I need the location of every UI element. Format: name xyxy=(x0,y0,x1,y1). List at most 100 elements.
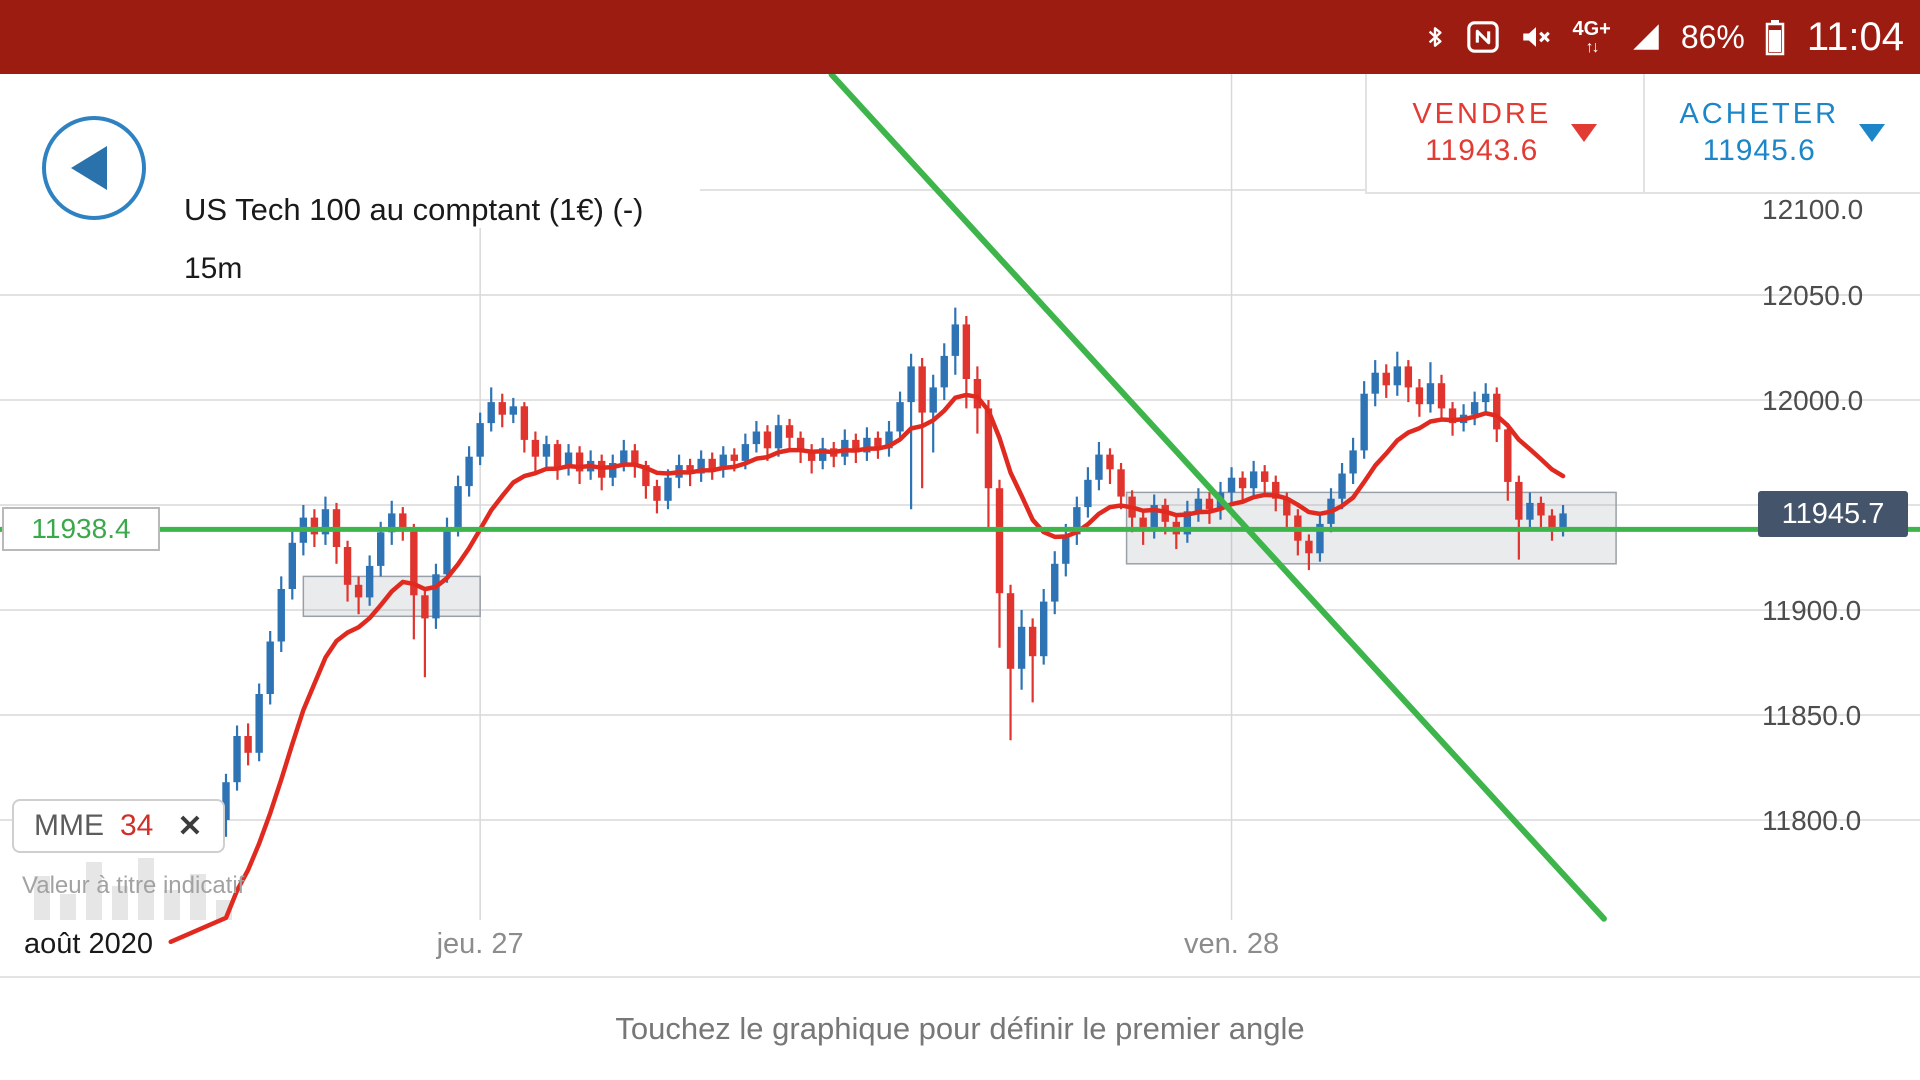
candle-body xyxy=(664,477,672,501)
candle-body xyxy=(1360,393,1368,451)
candle-body xyxy=(1117,469,1125,497)
candle-body xyxy=(1249,471,1258,489)
candle-body xyxy=(1437,383,1446,409)
battery-icon xyxy=(1763,18,1787,56)
candle-body xyxy=(785,425,794,438)
candle-body xyxy=(1040,601,1048,657)
candle-body xyxy=(288,542,296,589)
candle-body xyxy=(1006,593,1015,669)
sell-price: 11943.6 xyxy=(1425,134,1539,167)
candle-body xyxy=(1338,473,1346,499)
candle-body xyxy=(222,782,230,820)
candle-body xyxy=(642,465,650,487)
candle-body xyxy=(631,450,639,466)
candle-body xyxy=(509,406,517,415)
candle-body xyxy=(454,486,462,529)
hint-bar: Touchez le graphique pour définir le pre… xyxy=(0,976,1920,1080)
candle-body xyxy=(255,694,263,753)
candle-body xyxy=(807,450,816,461)
candle-body xyxy=(1028,626,1037,657)
decoration-bar xyxy=(112,886,128,920)
candle-body xyxy=(1238,477,1247,489)
candle-body xyxy=(763,431,772,449)
candle-body xyxy=(907,366,915,403)
buy-price: 11945.6 xyxy=(1702,134,1816,167)
candle-body xyxy=(233,736,241,783)
close-icon[interactable]: ✕ xyxy=(177,809,203,843)
candle-body xyxy=(343,547,352,585)
candle-body xyxy=(465,456,473,487)
candle-body xyxy=(410,528,418,596)
candle-body xyxy=(1537,502,1545,516)
instrument-title: US Tech 100 au comptant (1€) (-) xyxy=(184,192,644,227)
decoration-bar xyxy=(86,862,102,920)
back-button[interactable] xyxy=(42,116,146,220)
candle-body xyxy=(1393,366,1401,386)
candle-body xyxy=(432,574,440,619)
buy-button[interactable]: ACHETER 11945.6 xyxy=(1642,74,1920,192)
candle-body xyxy=(498,402,506,415)
candle-body xyxy=(575,452,584,472)
candle-body xyxy=(918,366,926,413)
candle-body xyxy=(321,509,330,535)
candle-body xyxy=(553,444,562,468)
candle-body xyxy=(774,425,783,449)
sell-label: VENDRE xyxy=(1412,98,1552,130)
candle-body xyxy=(365,565,374,598)
candle-body xyxy=(1426,383,1435,405)
candle-body xyxy=(719,454,727,470)
buy-dropdown-icon xyxy=(1859,124,1886,142)
candle-body xyxy=(896,402,904,432)
candle-body xyxy=(443,528,451,575)
candle-body xyxy=(487,402,495,424)
timeframe-selector[interactable]: 15m xyxy=(184,252,243,285)
candle-body xyxy=(940,355,948,388)
candle-body xyxy=(1382,372,1390,386)
candle-body xyxy=(1227,477,1236,493)
sell-button[interactable]: VENDRE 11943.6 xyxy=(1367,74,1643,192)
chart-header: US Tech 100 au comptant (1€) (-) 15m xyxy=(0,74,700,285)
candle-body xyxy=(564,452,573,468)
deal-ticket: VENDRE 11943.6 ACHETER 11945.6 xyxy=(1365,74,1920,194)
candle-body xyxy=(1526,502,1534,520)
candle-body xyxy=(686,465,694,474)
candle-body xyxy=(542,444,551,457)
candle-body xyxy=(1371,372,1379,394)
candle-body xyxy=(1017,626,1026,669)
4g-plus-icon: 4G+ ↑↓ xyxy=(1572,17,1611,56)
candle-body xyxy=(476,423,484,457)
candle-body xyxy=(620,450,628,463)
candle-body xyxy=(1415,387,1424,405)
buy-label: ACHETER xyxy=(1679,98,1840,130)
indicator-chip[interactable]: MME 34 ✕ xyxy=(12,799,225,853)
candle-body xyxy=(730,454,738,461)
candle-body xyxy=(1470,402,1479,415)
decoration-bar xyxy=(60,894,76,920)
candle-body xyxy=(819,448,827,461)
decoration-bar xyxy=(190,874,206,920)
candle-body xyxy=(1482,393,1490,403)
candle-body xyxy=(609,463,617,478)
candle-body xyxy=(1493,393,1501,430)
candle-body xyxy=(1261,471,1269,482)
candle-body xyxy=(1559,513,1567,529)
candle-body xyxy=(388,513,396,533)
candle-body xyxy=(708,458,716,470)
sell-dropdown-icon xyxy=(1571,124,1598,142)
candle-body xyxy=(741,444,750,461)
decoration-bar xyxy=(164,890,180,920)
candle-body xyxy=(520,406,529,440)
mme-line xyxy=(168,392,1566,945)
candle-body xyxy=(277,589,285,642)
candle-body xyxy=(1205,498,1214,510)
indicator-name: MME xyxy=(34,809,104,842)
candle-body xyxy=(1305,540,1313,554)
decoration-bar xyxy=(34,876,50,920)
candle-body xyxy=(1106,454,1114,470)
candle-body xyxy=(531,439,540,457)
back-icon xyxy=(71,146,107,190)
candle-body xyxy=(951,324,959,356)
decoration-bar xyxy=(138,858,154,920)
candle-body xyxy=(377,532,385,566)
